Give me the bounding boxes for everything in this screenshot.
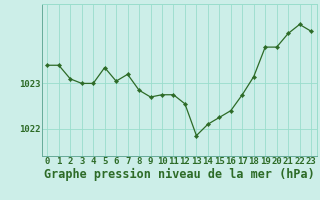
X-axis label: Graphe pression niveau de la mer (hPa): Graphe pression niveau de la mer (hPa) (44, 168, 315, 181)
